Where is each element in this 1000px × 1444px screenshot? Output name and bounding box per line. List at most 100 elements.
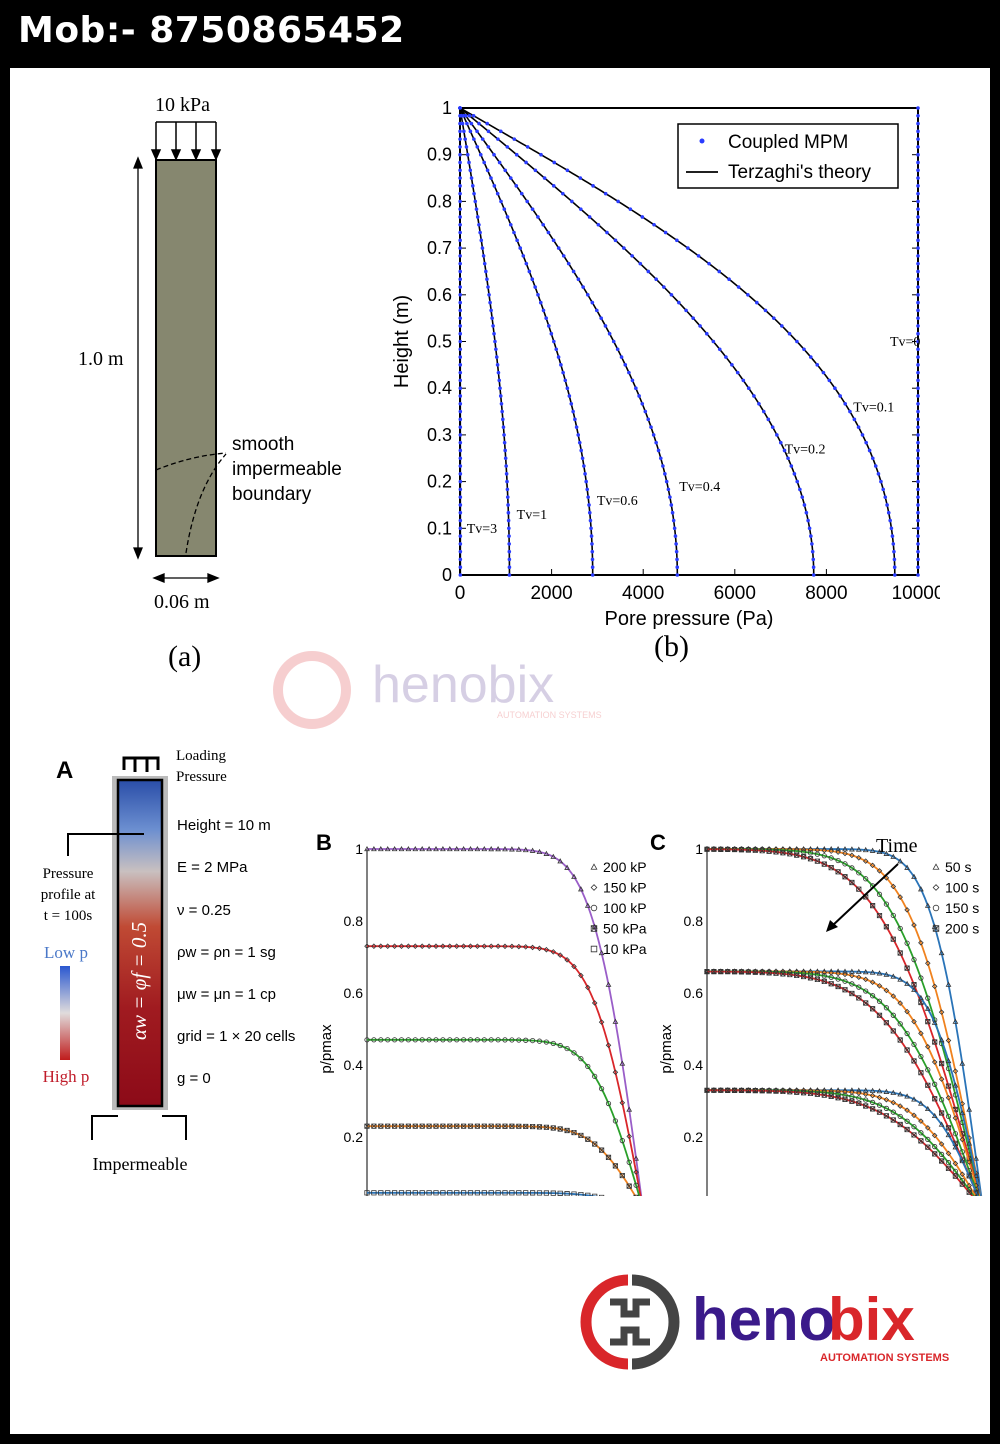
data-marker xyxy=(591,1000,598,1006)
mpm-point xyxy=(566,261,571,266)
x-axis-label: Pore pressure (Pa) xyxy=(605,608,774,630)
data-marker xyxy=(732,846,738,853)
data-marker xyxy=(495,943,501,950)
data-marker xyxy=(807,975,814,981)
data-marker xyxy=(585,1192,591,1196)
data-marker xyxy=(378,943,384,949)
y-tick-label: 0.4 xyxy=(344,1057,364,1073)
data-marker xyxy=(385,1037,391,1043)
mpm-point xyxy=(833,386,837,391)
data-marker xyxy=(495,1190,501,1196)
mpm-point xyxy=(458,152,462,157)
mpm-point xyxy=(596,222,601,227)
mpm-point xyxy=(582,464,586,468)
data-marker xyxy=(911,1112,917,1119)
mpm-point xyxy=(916,542,920,546)
data-marker xyxy=(952,1131,958,1137)
data-marker xyxy=(405,845,412,852)
data-marker xyxy=(626,1183,632,1189)
data-marker xyxy=(725,969,731,975)
data-marker xyxy=(842,1096,848,1102)
mpm-point xyxy=(505,215,510,219)
mpm-point xyxy=(544,316,548,320)
data-marker xyxy=(807,971,814,977)
mpm-point xyxy=(798,487,802,492)
mpm-point xyxy=(674,549,679,554)
data-marker xyxy=(711,846,717,852)
mpm-point xyxy=(666,487,671,492)
data-marker xyxy=(904,1118,910,1124)
data-marker xyxy=(454,1037,460,1043)
data-marker xyxy=(828,855,834,861)
mpm-point xyxy=(916,526,920,531)
mpm-point xyxy=(696,254,701,258)
legend-label: 200 s xyxy=(945,921,979,937)
data-marker xyxy=(605,1154,612,1160)
mpm-point xyxy=(574,425,579,429)
data-marker xyxy=(599,1194,605,1196)
data-marker xyxy=(856,1090,862,1096)
mpm-point xyxy=(486,285,490,289)
mpm-point xyxy=(838,394,842,398)
data-marker xyxy=(966,1140,973,1146)
data-marker xyxy=(849,972,855,979)
data-marker xyxy=(862,969,869,975)
mpm-point xyxy=(484,269,488,274)
data-marker xyxy=(821,861,827,867)
data-marker xyxy=(821,853,827,859)
data-marker xyxy=(515,846,522,852)
data-marker xyxy=(966,1159,972,1165)
mpm-point xyxy=(668,495,672,499)
mpm-point xyxy=(916,269,920,274)
data-marker xyxy=(897,858,904,864)
mpm-point xyxy=(663,230,668,235)
data-marker xyxy=(766,1088,772,1094)
figure-panel: 10 kPa 1.0 m 0.06 m smooth impermeable b… xyxy=(10,68,990,1434)
legend-marker-icon xyxy=(932,863,940,870)
data-marker xyxy=(876,868,883,874)
data-marker xyxy=(398,1037,405,1043)
data-marker xyxy=(378,1037,384,1043)
mpm-point xyxy=(458,433,463,437)
data-marker xyxy=(704,1087,710,1093)
mpm-point xyxy=(458,487,463,492)
mpm-point xyxy=(916,573,920,577)
mpm-point xyxy=(637,394,641,398)
mpm-point xyxy=(671,518,676,523)
data-marker xyxy=(794,972,800,979)
data-marker xyxy=(897,1000,903,1006)
mpm-point xyxy=(458,401,463,406)
data-marker xyxy=(945,1037,952,1044)
data-marker xyxy=(945,1150,952,1157)
data-marker xyxy=(745,969,751,975)
data-marker xyxy=(502,943,508,950)
mpm-point xyxy=(675,557,679,562)
data-marker xyxy=(835,846,841,852)
mpm-point xyxy=(541,222,545,227)
mpm-point xyxy=(458,176,462,180)
data-marker xyxy=(592,1141,598,1147)
curve xyxy=(367,1038,641,1196)
mpm-point xyxy=(870,456,875,461)
data-marker xyxy=(787,971,793,978)
data-marker xyxy=(619,1138,625,1144)
caption-a: (a) xyxy=(168,640,201,673)
data-marker xyxy=(883,971,890,977)
data-marker xyxy=(835,857,841,864)
data-marker xyxy=(952,1168,958,1174)
legend-marker-icon xyxy=(932,884,940,891)
mpm-point xyxy=(573,417,577,422)
high-p-label: High p xyxy=(43,1067,90,1086)
mpm-point xyxy=(458,503,463,507)
data-marker xyxy=(945,1125,952,1131)
logo-tag: AUTOMATION SYSTEMS xyxy=(820,1352,949,1364)
mpm-point xyxy=(649,425,653,429)
low-p-label: Low p xyxy=(44,943,88,962)
data-marker xyxy=(931,1019,938,1025)
mpm-point xyxy=(916,191,920,196)
x-tick-label: 6000 xyxy=(714,583,756,604)
mpm-point xyxy=(619,355,624,359)
data-marker xyxy=(412,1037,418,1043)
mpm-point xyxy=(512,230,516,235)
data-marker xyxy=(828,974,834,980)
